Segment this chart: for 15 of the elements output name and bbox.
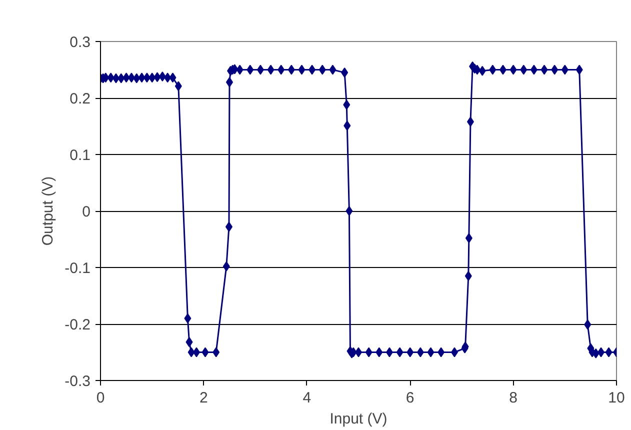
x-tick-label: 6 bbox=[406, 390, 414, 406]
y-tick-label: -0.1 bbox=[64, 260, 91, 277]
x-tick-label: 10 bbox=[608, 390, 625, 406]
y-tick-label: 0.3 bbox=[70, 34, 91, 51]
y-axis-title: Output (V) bbox=[40, 176, 57, 246]
x-tick-label: 2 bbox=[200, 390, 208, 406]
x-tick-label: 0 bbox=[96, 390, 105, 406]
x-tick-label: 8 bbox=[509, 390, 518, 406]
y-tick-label: 0 bbox=[82, 204, 90, 220]
y-tick-label: 0.1 bbox=[70, 147, 91, 164]
y-tick-label: -0.3 bbox=[64, 373, 91, 390]
x-axis-title: Input (V) bbox=[330, 410, 388, 428]
x-tick-label: 4 bbox=[302, 390, 312, 406]
y-tick-label: -0.2 bbox=[64, 316, 91, 334]
y-tick-label: 0.2 bbox=[70, 90, 91, 108]
